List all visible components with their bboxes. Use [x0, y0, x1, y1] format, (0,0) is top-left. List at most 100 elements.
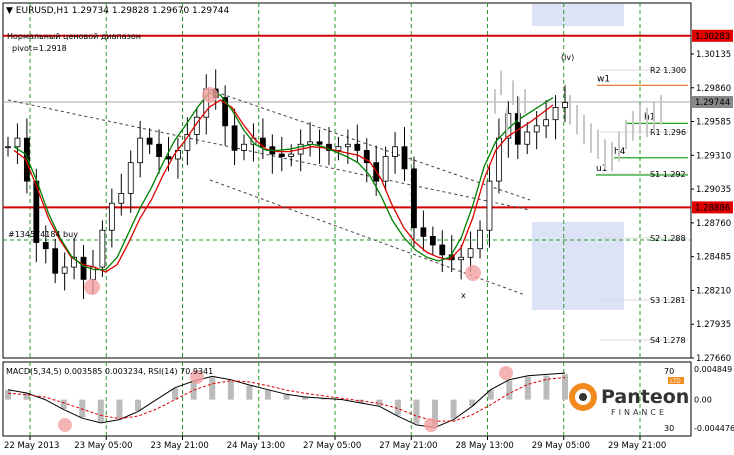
macd-bar [506, 380, 513, 400]
y-tick-label: 1.27660 [696, 354, 731, 364]
moving-averages [13, 91, 554, 273]
y-tick-label: 1.29585 [696, 118, 731, 128]
candle-body [458, 256, 465, 261]
candle-body [429, 235, 436, 246]
candle-body [137, 137, 144, 164]
logo-sub: FINANCE [611, 408, 667, 417]
logo-name: Panteon [601, 386, 689, 408]
candle-body [439, 244, 446, 256]
candle-body [23, 137, 30, 182]
upper-zone [532, 4, 624, 26]
macd-bar [246, 385, 253, 400]
candle-body [222, 97, 229, 127]
macd-bar [320, 398, 327, 400]
channel-mid [209, 89, 531, 201]
macd-bar [264, 390, 271, 400]
macd-title: MACD(5,34,5) 0.003585 0.003234, RSI(14) … [6, 367, 213, 376]
candle-body [184, 134, 191, 151]
order-label: #134574184 buy [8, 230, 78, 239]
x-tick-label: 23 May 05:00 [74, 441, 132, 451]
macd-bar [134, 399, 141, 412]
candle-body [363, 150, 370, 164]
rsi-line [7, 372, 566, 429]
y-tick-label: 1.28760 [696, 219, 731, 229]
macd-marker [424, 418, 438, 432]
macd-bar [302, 397, 309, 400]
candle-body [344, 143, 351, 148]
time-axis: 22 May 2013 23 May 05:00 23 May 21:00 24 Ma… [4, 436, 666, 451]
candle-body [231, 125, 238, 151]
x-tick-label: 27 May 05:00 [303, 441, 361, 451]
channel-lower [209, 179, 526, 296]
y-tick-label: 1.29035 [696, 185, 731, 195]
macd-bar [283, 394, 290, 400]
x-tick-label: 22 May 2013 [4, 441, 59, 451]
macd-bar [469, 399, 476, 406]
projected-bars [494, 70, 662, 172]
candle-body [61, 266, 68, 274]
candle-body [562, 102, 568, 108]
candle-body [477, 229, 483, 250]
pivot-marker [465, 265, 481, 281]
macd-bar [5, 390, 11, 400]
chart-title: ▼ EURUSD,H1 1.29734 1.29828 1.29670 1.29… [6, 6, 230, 16]
y-tick-label: 1.28485 [696, 253, 731, 263]
macd-bar [23, 393, 30, 400]
macd-panel: 0.004849 0.00 -0.004476 70 30 [5, 365, 734, 433]
faded-level-label: S4 1.278 [650, 336, 686, 345]
y-tick-label: 1.29860 [696, 84, 731, 94]
candle-body [354, 143, 361, 151]
faded-level-label: R2 1.300 [650, 66, 686, 75]
macd-bar [172, 388, 179, 400]
candle-body [543, 119, 550, 127]
macd-bar [394, 399, 401, 416]
candle-body [382, 156, 389, 182]
macd-bar [209, 377, 216, 400]
moving-average-line [13, 99, 554, 273]
price-marker-label: 1.28886 [695, 203, 730, 213]
x-tick-label: 27 May 21:00 [379, 441, 437, 451]
candle-body [335, 146, 342, 151]
y-tick-label: 1.29310 [696, 151, 731, 161]
candle-body [401, 146, 408, 170]
candle-body [392, 146, 398, 157]
macd-bar [79, 399, 86, 418]
candle-body [118, 192, 125, 204]
projection-level-label: h1 [644, 112, 655, 122]
candle-body [5, 146, 11, 149]
y-tick-label: 1.27935 [696, 320, 731, 330]
channel-upper [7, 99, 531, 211]
y-tick-label: 1.28210 [696, 286, 731, 296]
point-label: x [461, 291, 466, 300]
wave-label: (iv) [561, 53, 574, 62]
macd-y-label: -0.004476 [694, 424, 734, 433]
macd-bar [450, 399, 457, 419]
candle-body [316, 141, 323, 145]
x-tick-label: 24 May 13:00 [227, 441, 285, 451]
candle-body [99, 229, 106, 268]
macd-y-label: 0.004849 [694, 365, 732, 374]
pivot-markers [84, 87, 481, 295]
price-marker [692, 29, 733, 42]
faded-level-label: S1 1.292 [650, 170, 686, 179]
logo-badge: LTD [670, 378, 681, 385]
macd-bar [116, 399, 123, 419]
macd-bar [487, 390, 494, 400]
candle-body [52, 248, 59, 274]
candle-body [411, 168, 417, 229]
candle-body [42, 242, 49, 250]
candle-body [127, 162, 134, 194]
rsi-y-label: 30 [664, 424, 674, 433]
macd-bar [60, 399, 67, 410]
candle-body [108, 202, 115, 231]
candle-body [533, 125, 540, 133]
x-tick-label: 23 May 21:00 [151, 441, 209, 451]
candle-body [552, 107, 559, 121]
candle-body [71, 256, 77, 268]
macd-bar [562, 374, 568, 400]
lower-zone [532, 222, 624, 310]
macd-bar [432, 399, 439, 427]
price-axis: 1.30135 1.29860 1.29585 1.29310 1.29035 1.287… [691, 29, 733, 364]
